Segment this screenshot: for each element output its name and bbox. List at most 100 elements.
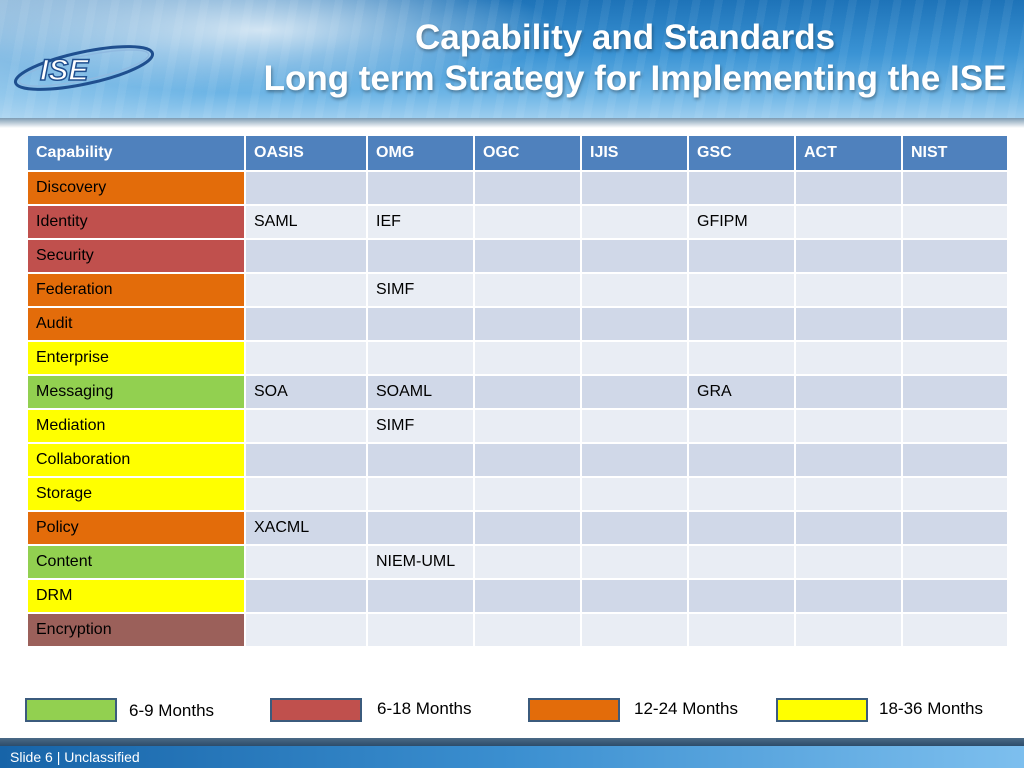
- table-cell: [368, 444, 473, 476]
- table-cell: [903, 342, 1007, 374]
- table-cell: [903, 478, 1007, 510]
- table-cell: [796, 240, 901, 272]
- table-cell: [246, 478, 366, 510]
- slide-title: Capability and Standards Long term Strat…: [130, 18, 1020, 100]
- table-cell: IEF: [368, 206, 473, 238]
- table-cell: SOA: [246, 376, 366, 408]
- table-cell: [796, 172, 901, 204]
- table-cell: [368, 614, 473, 646]
- table-cell: [903, 376, 1007, 408]
- capability-cell: DRM: [28, 580, 244, 612]
- table-cell: [475, 410, 580, 442]
- table-row: Content NIEM-UML: [28, 546, 1007, 578]
- table-cell: [689, 512, 794, 544]
- table-cell: [475, 172, 580, 204]
- table-cell: [689, 410, 794, 442]
- table-cell: [796, 206, 901, 238]
- table-cell: [246, 240, 366, 272]
- table-row: Mediation SIMF: [28, 410, 1007, 442]
- table-row: Security: [28, 240, 1007, 272]
- table-cell: [582, 546, 687, 578]
- table-header-row: Capability OASIS OMG OGC IJIS GSC ACT NI…: [28, 136, 1007, 170]
- table-cell: [796, 444, 901, 476]
- table-cell: [475, 580, 580, 612]
- table-cell: XACML: [246, 512, 366, 544]
- table-cell: [475, 478, 580, 510]
- table-cell: [582, 206, 687, 238]
- capability-cell: Messaging: [28, 376, 244, 408]
- ise-logo: ISE: [13, 45, 155, 91]
- table-cell: [582, 478, 687, 510]
- table-cell: [246, 410, 366, 442]
- legend-swatch-2: [270, 698, 362, 722]
- table-cell: [582, 274, 687, 306]
- capability-cell: Enterprise: [28, 342, 244, 374]
- table-cell: [796, 580, 901, 612]
- table-row: Federation SIMF: [28, 274, 1007, 306]
- capability-cell: Content: [28, 546, 244, 578]
- table-cell: [475, 546, 580, 578]
- header-divider: [0, 118, 1024, 128]
- table-cell: [368, 580, 473, 612]
- table-cell: [796, 478, 901, 510]
- capability-cell: Storage: [28, 478, 244, 510]
- column-header-act: ACT: [796, 136, 901, 170]
- column-header-omg: OMG: [368, 136, 473, 170]
- table-cell: [246, 308, 366, 340]
- table-cell: [368, 308, 473, 340]
- title-line-2: Long term Strategy for Implementing the …: [263, 59, 1007, 98]
- table-cell: [246, 580, 366, 612]
- column-header-capability: Capability: [28, 136, 244, 170]
- table-cell: [689, 240, 794, 272]
- table-cell: [582, 376, 687, 408]
- table-cell: [582, 512, 687, 544]
- table-cell: [475, 614, 580, 646]
- logo-text: ISE: [40, 54, 89, 87]
- table-cell: [689, 274, 794, 306]
- table-cell: GRA: [689, 376, 794, 408]
- table-cell: NIEM-UML: [368, 546, 473, 578]
- table-cell: [368, 478, 473, 510]
- table-cell: SOAML: [368, 376, 473, 408]
- table-cell: [246, 546, 366, 578]
- capability-cell: Audit: [28, 308, 244, 340]
- table-cell: [903, 274, 1007, 306]
- header-banner: ISE Capability and Standards Long term S…: [0, 0, 1024, 118]
- capability-cell: Security: [28, 240, 244, 272]
- table-cell: [903, 444, 1007, 476]
- column-header-gsc: GSC: [689, 136, 794, 170]
- legend-label-2: 6-18 Months: [377, 699, 472, 718]
- column-header-oasis: OASIS: [246, 136, 366, 170]
- legend-swatch-3: [528, 698, 620, 722]
- capability-table: Capability OASIS OMG OGC IJIS GSC ACT NI…: [26, 134, 1009, 648]
- table-cell: [903, 206, 1007, 238]
- table-row: Enterprise: [28, 342, 1007, 374]
- table-cell: [582, 614, 687, 646]
- table-cell: [582, 410, 687, 442]
- table-row: Identity SAML IEF GFIPM: [28, 206, 1007, 238]
- table-cell: [689, 342, 794, 374]
- table-cell: [475, 376, 580, 408]
- table-cell: GFIPM: [689, 206, 794, 238]
- table-row: Collaboration: [28, 444, 1007, 476]
- table-cell: [582, 172, 687, 204]
- table-cell: [475, 342, 580, 374]
- table-cell: [582, 342, 687, 374]
- table-cell: [689, 546, 794, 578]
- table-row: Policy XACML: [28, 512, 1007, 544]
- table-cell: [689, 580, 794, 612]
- table-cell: [689, 614, 794, 646]
- header-shine: [0, 0, 1024, 118]
- table-cell: [796, 546, 901, 578]
- footer-bar: Slide 6 | Unclassified: [0, 746, 1024, 768]
- capability-cell: Collaboration: [28, 444, 244, 476]
- table-row: Encryption: [28, 614, 1007, 646]
- table-body: Discovery Identity SAML IEF GFIPM Security Fed…: [28, 172, 1007, 646]
- table-cell: [368, 240, 473, 272]
- table-cell: [246, 444, 366, 476]
- table-cell: [368, 512, 473, 544]
- table-cell: [246, 172, 366, 204]
- table-cell: [796, 308, 901, 340]
- table-cell: [903, 172, 1007, 204]
- footer-divider: [0, 738, 1024, 746]
